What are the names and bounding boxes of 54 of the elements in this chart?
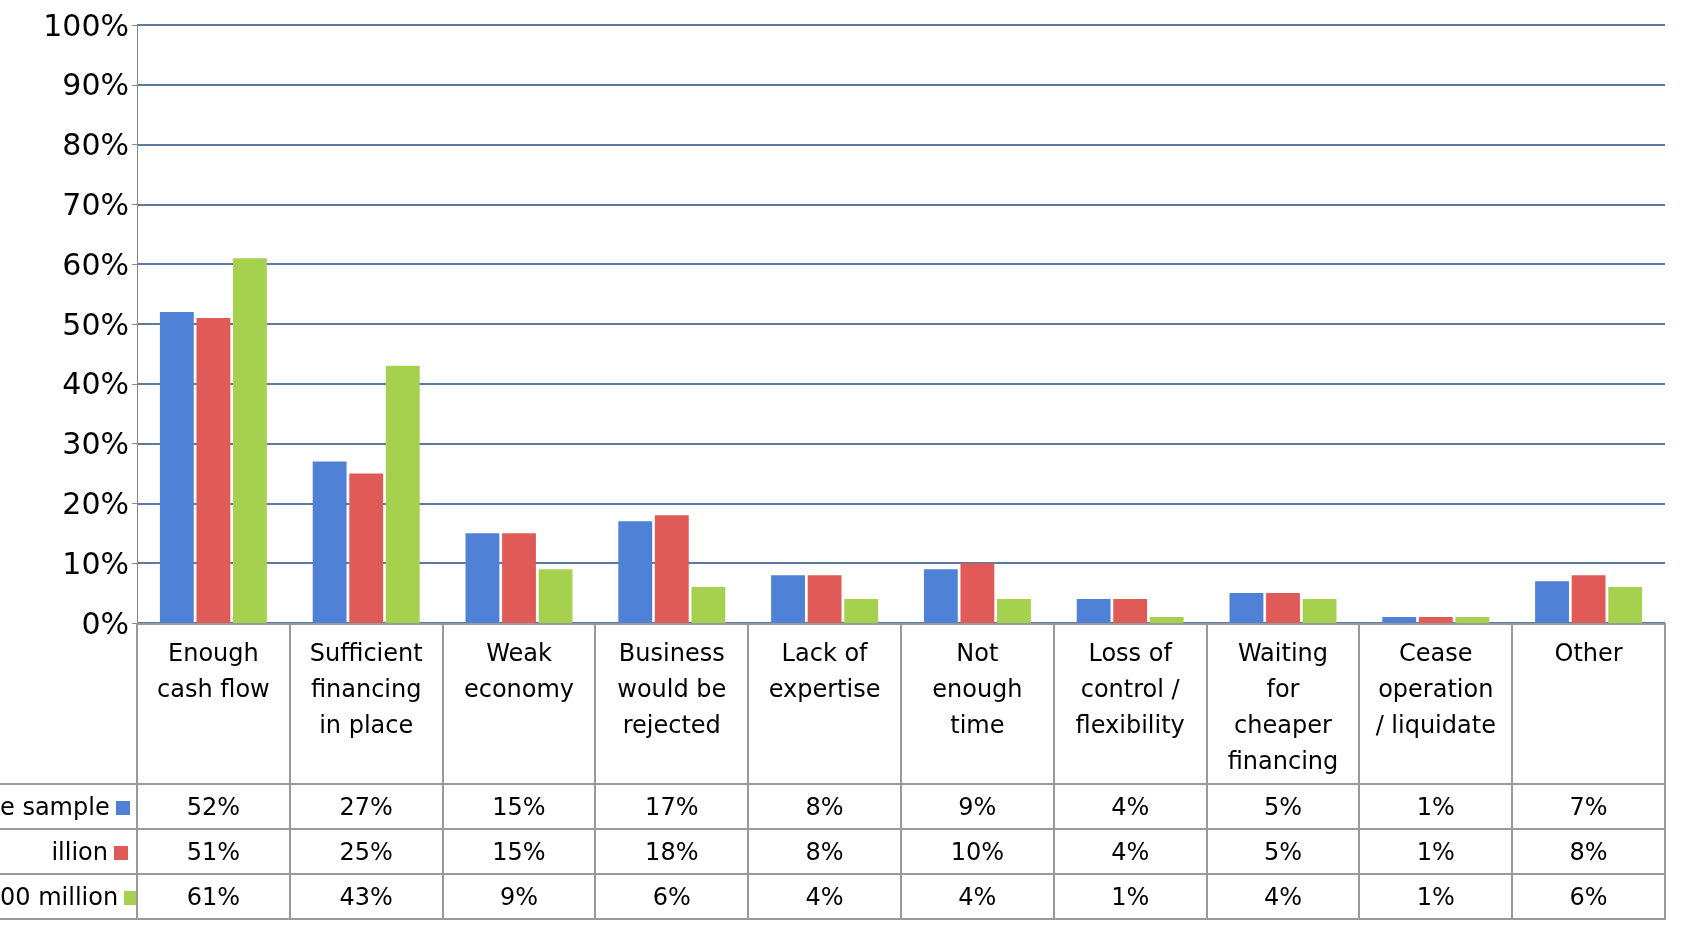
x-tick-label: Waiting for cheaper financing	[1206, 624, 1360, 784]
data-label: 18%	[595, 829, 749, 874]
x-tick-label: Not enough time	[900, 624, 1054, 784]
data-label: 8%	[1512, 829, 1665, 874]
data-label: 4%	[900, 874, 1054, 919]
x-tick-label: Weak economy	[442, 624, 596, 784]
data-label: 43%	[289, 874, 443, 919]
data-label: 17%	[595, 784, 749, 829]
data-label: 61%	[137, 874, 290, 919]
x-tick-label: Sufficient financing in place	[289, 624, 443, 784]
data-label: 4%	[1206, 874, 1360, 919]
legend-label: illion	[0, 829, 137, 874]
y-tick-label: 100%	[43, 7, 129, 43]
data-label: 6%	[1512, 874, 1665, 919]
data-label: 10%	[900, 829, 1054, 874]
y-tick-label: 40%	[62, 366, 129, 402]
data-label: 1%	[1359, 784, 1513, 829]
y-tick-label: 90%	[62, 67, 129, 103]
data-label: 5%	[1206, 784, 1360, 829]
data-label: 8%	[748, 829, 901, 874]
data-label: 6%	[595, 874, 749, 919]
y-tick-label: 0%	[81, 605, 129, 641]
y-tick-label: 80%	[62, 127, 129, 163]
data-label: 15%	[442, 829, 596, 874]
data-label: 4%	[1053, 829, 1207, 874]
data-label: 52%	[137, 784, 290, 829]
y-tick-label: 70%	[62, 186, 129, 222]
data-label: 1%	[1359, 874, 1513, 919]
x-tick-label: Lack of expertise	[748, 624, 901, 784]
y-tick-label: 10%	[62, 545, 129, 581]
x-tick-label: Loss of control / flexibility	[1053, 624, 1207, 784]
x-tick-label: Business would be rejected	[595, 624, 749, 784]
y-tick-label: 60%	[62, 246, 129, 282]
data-label: 15%	[442, 784, 596, 829]
data-label: 51%	[137, 829, 290, 874]
data-label: 1%	[1053, 874, 1207, 919]
legend-label: 00 million	[0, 874, 137, 919]
y-tick-label: 50%	[62, 306, 129, 342]
x-tick-label: Other	[1512, 624, 1665, 784]
data-label: 9%	[442, 874, 596, 919]
data-label: 4%	[748, 874, 901, 919]
data-label: 1%	[1359, 829, 1513, 874]
x-tick-label: Cease operation / liquidate	[1359, 624, 1513, 784]
legend-label: e sample	[0, 784, 137, 829]
x-tick-label: Enough cash flow	[137, 624, 290, 784]
y-tick-label: 20%	[62, 485, 129, 521]
data-label: 9%	[900, 784, 1054, 829]
data-label: 25%	[289, 829, 443, 874]
y-tick-label: 30%	[62, 426, 129, 462]
data-label: 4%	[1053, 784, 1207, 829]
data-label: 8%	[748, 784, 901, 829]
data-label: 27%	[289, 784, 443, 829]
data-label: 7%	[1512, 784, 1665, 829]
data-label: 5%	[1206, 829, 1360, 874]
